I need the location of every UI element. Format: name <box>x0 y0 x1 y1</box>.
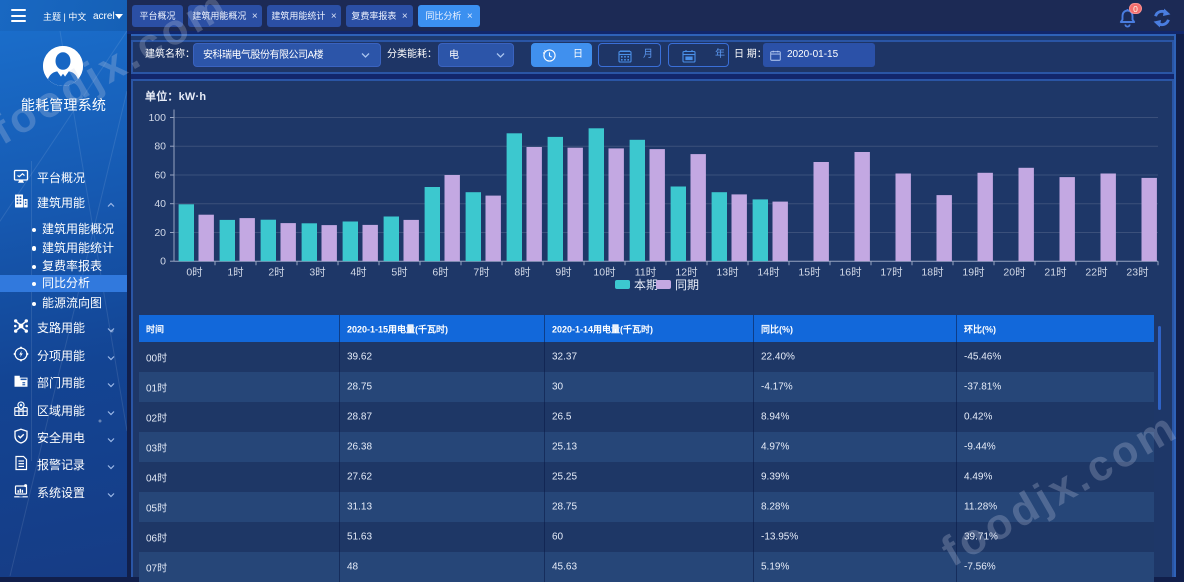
svg-text:100: 100 <box>148 112 166 124</box>
svg-text:5时: 5时 <box>391 267 408 279</box>
svg-text:11时: 11时 <box>635 267 657 279</box>
svg-text:22时: 22时 <box>1085 267 1108 279</box>
svg-text:40: 40 <box>154 198 166 210</box>
svg-text:60: 60 <box>154 170 166 182</box>
svg-text:20时: 20时 <box>1003 267 1026 279</box>
svg-text:12时: 12时 <box>675 267 698 279</box>
svg-text:19时: 19时 <box>962 267 985 279</box>
svg-text:9时: 9时 <box>555 267 572 279</box>
svg-text:13时: 13时 <box>716 267 739 279</box>
svg-text:同期: 同期 <box>675 278 699 292</box>
svg-text:2时: 2时 <box>268 267 285 279</box>
svg-text:18时: 18时 <box>921 267 944 279</box>
svg-text:本期: 本期 <box>634 278 658 292</box>
svg-text:1时: 1时 <box>227 267 244 279</box>
svg-text:16时: 16时 <box>839 267 862 279</box>
svg-text:15时: 15时 <box>798 267 821 279</box>
svg-text:7时: 7时 <box>473 267 490 279</box>
svg-text:0: 0 <box>160 256 166 268</box>
svg-text:4时: 4时 <box>350 267 367 279</box>
svg-text:8时: 8时 <box>514 267 531 279</box>
svg-text:3时: 3时 <box>309 267 326 279</box>
svg-text:23时: 23时 <box>1126 267 1149 279</box>
svg-text:0时: 0时 <box>186 267 203 279</box>
svg-text:10时: 10时 <box>593 267 616 279</box>
svg-text:6时: 6时 <box>432 267 449 279</box>
svg-text:21时: 21时 <box>1044 267 1067 279</box>
svg-text:20: 20 <box>154 227 166 239</box>
svg-text:14时: 14时 <box>757 267 780 279</box>
svg-text:80: 80 <box>154 141 166 153</box>
svg-text:17时: 17时 <box>880 267 903 279</box>
